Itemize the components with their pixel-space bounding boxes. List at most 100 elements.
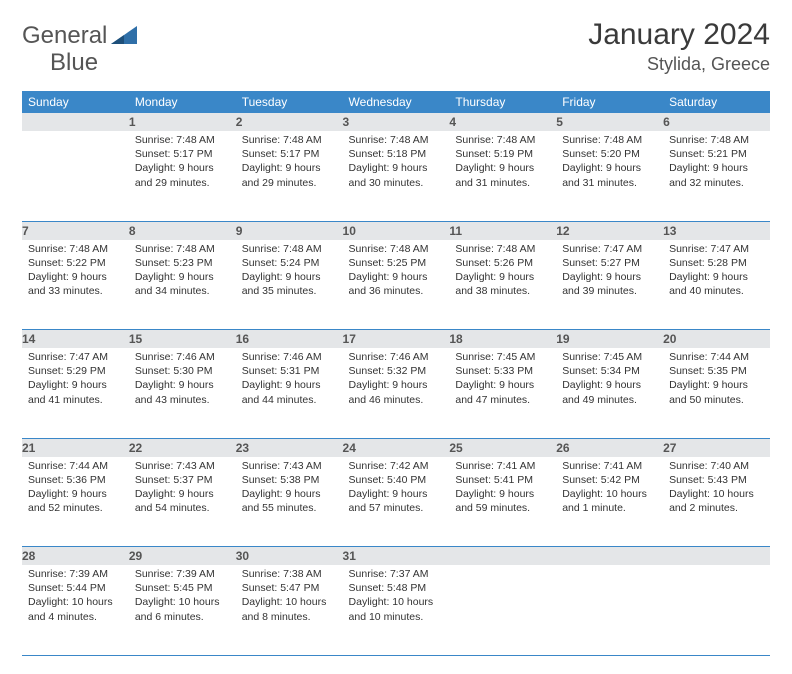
day-body-cell: Sunrise: 7:48 AMSunset: 5:25 PMDaylight:… xyxy=(343,240,450,330)
brand-blue: Blue xyxy=(50,49,98,77)
day-number-cell: 8 xyxy=(129,221,236,240)
day-detail: Sunrise: 7:48 AMSunset: 5:17 PMDaylight:… xyxy=(236,131,343,196)
daylight-line: Daylight: 9 hours and 29 minutes. xyxy=(242,161,337,189)
sunset-line: Sunset: 5:19 PM xyxy=(455,147,550,161)
day-number: 5 xyxy=(556,115,563,129)
sunrise-line: Sunrise: 7:48 AM xyxy=(455,242,550,256)
day-number-cell: 24 xyxy=(343,438,450,457)
day-number-cell: 1 xyxy=(129,113,236,131)
sunset-line: Sunset: 5:21 PM xyxy=(669,147,764,161)
sunset-line: Sunset: 5:17 PM xyxy=(242,147,337,161)
sunrise-line: Sunrise: 7:46 AM xyxy=(135,350,230,364)
sunrise-line: Sunrise: 7:43 AM xyxy=(135,459,230,473)
day-body-cell: Sunrise: 7:47 AMSunset: 5:29 PMDaylight:… xyxy=(22,348,129,438)
day-number-cell: 27 xyxy=(663,438,770,457)
sunset-line: Sunset: 5:17 PM xyxy=(135,147,230,161)
sunrise-line: Sunrise: 7:48 AM xyxy=(135,133,230,147)
day-body-cell: Sunrise: 7:46 AMSunset: 5:30 PMDaylight:… xyxy=(129,348,236,438)
day-body-cell: Sunrise: 7:45 AMSunset: 5:33 PMDaylight:… xyxy=(449,348,556,438)
sunset-line: Sunset: 5:26 PM xyxy=(455,256,550,270)
logo-triangle-icon xyxy=(111,24,137,49)
title-block: January 2024 Stylida, Greece xyxy=(588,18,770,75)
sunset-line: Sunset: 5:31 PM xyxy=(242,364,337,378)
sunrise-line: Sunrise: 7:46 AM xyxy=(349,350,444,364)
day-number-row: 78910111213 xyxy=(22,221,770,240)
day-number: 3 xyxy=(343,115,350,129)
day-number-cell: 13 xyxy=(663,221,770,240)
sunrise-line: Sunrise: 7:41 AM xyxy=(562,459,657,473)
daylight-line: Daylight: 9 hours and 52 minutes. xyxy=(28,487,123,515)
sunrise-line: Sunrise: 7:48 AM xyxy=(28,242,123,256)
sunset-line: Sunset: 5:44 PM xyxy=(28,581,123,595)
daylight-line: Daylight: 9 hours and 29 minutes. xyxy=(135,161,230,189)
day-body-cell: Sunrise: 7:40 AMSunset: 5:43 PMDaylight:… xyxy=(663,457,770,547)
day-number-cell: 5 xyxy=(556,113,663,131)
day-number-cell: 20 xyxy=(663,330,770,349)
day-detail: Sunrise: 7:41 AMSunset: 5:42 PMDaylight:… xyxy=(556,457,663,522)
sunrise-line: Sunrise: 7:47 AM xyxy=(562,242,657,256)
day-body-cell: Sunrise: 7:37 AMSunset: 5:48 PMDaylight:… xyxy=(343,565,450,655)
day-body-cell: Sunrise: 7:44 AMSunset: 5:36 PMDaylight:… xyxy=(22,457,129,547)
daylight-line: Daylight: 9 hours and 44 minutes. xyxy=(242,378,337,406)
daylight-line: Daylight: 9 hours and 47 minutes. xyxy=(455,378,550,406)
daylight-line: Daylight: 9 hours and 36 minutes. xyxy=(349,270,444,298)
day-number: 16 xyxy=(236,332,249,346)
daylight-line: Daylight: 9 hours and 59 minutes. xyxy=(455,487,550,515)
day-body-cell: Sunrise: 7:48 AMSunset: 5:26 PMDaylight:… xyxy=(449,240,556,330)
day-number-row: 28293031 xyxy=(22,547,770,566)
day-number-row: 21222324252627 xyxy=(22,438,770,457)
day-body-cell: Sunrise: 7:48 AMSunset: 5:17 PMDaylight:… xyxy=(129,131,236,221)
daylight-line: Daylight: 9 hours and 43 minutes. xyxy=(135,378,230,406)
day-number-cell: 4 xyxy=(449,113,556,131)
calendar-page: General January 2024 Stylida, Greece Blu… xyxy=(0,0,792,674)
sunset-line: Sunset: 5:34 PM xyxy=(562,364,657,378)
day-body-cell: Sunrise: 7:43 AMSunset: 5:37 PMDaylight:… xyxy=(129,457,236,547)
day-detail: Sunrise: 7:38 AMSunset: 5:47 PMDaylight:… xyxy=(236,565,343,630)
day-body-cell: Sunrise: 7:42 AMSunset: 5:40 PMDaylight:… xyxy=(343,457,450,547)
day-number-cell: 23 xyxy=(236,438,343,457)
day-number-cell: 3 xyxy=(343,113,450,131)
day-detail: Sunrise: 7:48 AMSunset: 5:22 PMDaylight:… xyxy=(22,240,129,305)
day-detail: Sunrise: 7:47 AMSunset: 5:27 PMDaylight:… xyxy=(556,240,663,305)
day-detail: Sunrise: 7:48 AMSunset: 5:23 PMDaylight:… xyxy=(129,240,236,305)
day-number-cell: 29 xyxy=(129,547,236,566)
sunset-line: Sunset: 5:29 PM xyxy=(28,364,123,378)
day-detail: Sunrise: 7:43 AMSunset: 5:37 PMDaylight:… xyxy=(129,457,236,522)
day-body-cell: Sunrise: 7:44 AMSunset: 5:35 PMDaylight:… xyxy=(663,348,770,438)
day-number: 4 xyxy=(449,115,456,129)
weekday-header-cell: Tuesday xyxy=(236,91,343,113)
day-body-cell xyxy=(663,565,770,655)
daylight-line: Daylight: 9 hours and 34 minutes. xyxy=(135,270,230,298)
day-detail: Sunrise: 7:45 AMSunset: 5:34 PMDaylight:… xyxy=(556,348,663,413)
daylight-line: Daylight: 9 hours and 32 minutes. xyxy=(669,161,764,189)
sunset-line: Sunset: 5:37 PM xyxy=(135,473,230,487)
daylight-line: Daylight: 9 hours and 31 minutes. xyxy=(455,161,550,189)
sunset-line: Sunset: 5:25 PM xyxy=(349,256,444,270)
month-title: January 2024 xyxy=(588,18,770,52)
day-body-row: Sunrise: 7:48 AMSunset: 5:17 PMDaylight:… xyxy=(22,131,770,221)
day-body-row: Sunrise: 7:44 AMSunset: 5:36 PMDaylight:… xyxy=(22,457,770,547)
day-body-cell: Sunrise: 7:39 AMSunset: 5:45 PMDaylight:… xyxy=(129,565,236,655)
sunrise-line: Sunrise: 7:40 AM xyxy=(669,459,764,473)
sunrise-line: Sunrise: 7:41 AM xyxy=(455,459,550,473)
sunset-line: Sunset: 5:24 PM xyxy=(242,256,337,270)
day-body-cell: Sunrise: 7:41 AMSunset: 5:41 PMDaylight:… xyxy=(449,457,556,547)
weekday-header-cell: Thursday xyxy=(449,91,556,113)
sunrise-line: Sunrise: 7:43 AM xyxy=(242,459,337,473)
day-number-cell: 11 xyxy=(449,221,556,240)
day-number-cell: 26 xyxy=(556,438,663,457)
sunrise-line: Sunrise: 7:39 AM xyxy=(28,567,123,581)
day-detail: Sunrise: 7:48 AMSunset: 5:18 PMDaylight:… xyxy=(343,131,450,196)
sunset-line: Sunset: 5:32 PM xyxy=(349,364,444,378)
daylight-line: Daylight: 9 hours and 57 minutes. xyxy=(349,487,444,515)
day-number: 10 xyxy=(343,224,356,238)
sunrise-line: Sunrise: 7:38 AM xyxy=(242,567,337,581)
sunrise-line: Sunrise: 7:46 AM xyxy=(242,350,337,364)
sunset-line: Sunset: 5:23 PM xyxy=(135,256,230,270)
sunrise-line: Sunrise: 7:48 AM xyxy=(669,133,764,147)
day-number: 9 xyxy=(236,224,243,238)
daylight-line: Daylight: 9 hours and 35 minutes. xyxy=(242,270,337,298)
daylight-line: Daylight: 10 hours and 6 minutes. xyxy=(135,595,230,623)
sunset-line: Sunset: 5:22 PM xyxy=(28,256,123,270)
sunset-line: Sunset: 5:45 PM xyxy=(135,581,230,595)
